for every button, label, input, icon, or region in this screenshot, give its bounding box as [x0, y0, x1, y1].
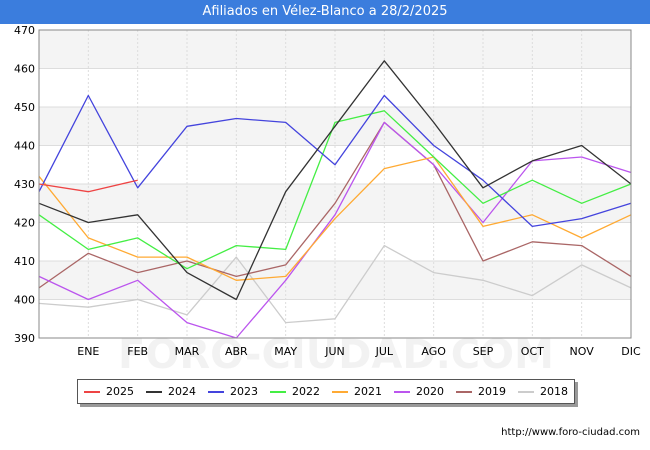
y-tick-label: 460 [14, 63, 35, 76]
legend-swatch [518, 390, 534, 393]
legend-swatch [456, 390, 472, 393]
legend-item-2022: 2022 [270, 385, 320, 398]
legend-label: 2022 [292, 385, 320, 398]
series-line-2022 [38, 110, 632, 270]
legend-label: 2020 [416, 385, 444, 398]
y-tick-label: 450 [14, 101, 35, 114]
legend-item-2018: 2018 [518, 385, 568, 398]
source-url[interactable]: http://www.foro-ciudad.com [501, 427, 640, 438]
legend-label: 2021 [354, 385, 382, 398]
legend-label: 2023 [230, 385, 258, 398]
y-tick-label: 440 [14, 140, 35, 153]
x-tick-label: AGO [421, 345, 446, 358]
x-tick-label: ABR [225, 345, 248, 358]
legend-item-2024: 2024 [146, 385, 196, 398]
y-tick-label: 420 [14, 217, 35, 230]
y-tick-label: 470 [14, 24, 35, 37]
legend-item-2019: 2019 [456, 385, 506, 398]
x-tick-label: NOV [570, 345, 595, 358]
legend-item-2020: 2020 [394, 385, 444, 398]
legend-item-2023: 2023 [208, 385, 258, 398]
legend-label: 2024 [168, 385, 196, 398]
x-tick-label: FEB [127, 345, 148, 358]
watermark: FORO-CIUDAD.COM [118, 332, 554, 378]
y-tick-label: 400 [14, 294, 35, 307]
x-tick-label: MAR [175, 345, 200, 358]
chart-title: Afiliados en Vélez-Blanco a 28/2/2025 [0, 0, 650, 24]
x-tick-label: ENE [77, 345, 99, 358]
x-tick-label: SEP [473, 345, 494, 358]
legend-swatch [332, 390, 348, 393]
legend-label: 2025 [106, 385, 134, 398]
y-tick-label: 390 [14, 332, 35, 345]
legend-swatch [394, 390, 410, 393]
x-tick-label: MAY [274, 345, 297, 358]
legend-label: 2018 [540, 385, 568, 398]
legend: 2025 2024 2023 2022 2021 2020 2019 2018 [77, 379, 575, 404]
y-tick-label: 410 [14, 255, 35, 268]
series-line-2019 [38, 121, 632, 289]
legend-swatch [146, 390, 162, 393]
series-line-2018 [38, 244, 632, 324]
legend-swatch [84, 390, 100, 393]
x-tick-label: JUN [324, 345, 345, 358]
legend-swatch [208, 390, 224, 393]
x-tick-label: DIC [621, 345, 641, 358]
legend-item-2021: 2021 [332, 385, 382, 398]
series-line-2025 [38, 179, 138, 193]
legend-item-2025: 2025 [84, 385, 134, 398]
series-line-2023 [38, 94, 632, 228]
series-line-2024 [38, 60, 632, 301]
x-tick-label: JUL [375, 345, 394, 358]
x-tick-label: OCT [521, 345, 544, 358]
y-tick-label: 430 [14, 178, 35, 191]
legend-label: 2019 [478, 385, 506, 398]
legend-swatch [270, 390, 286, 393]
series-line-2021 [38, 156, 632, 281]
